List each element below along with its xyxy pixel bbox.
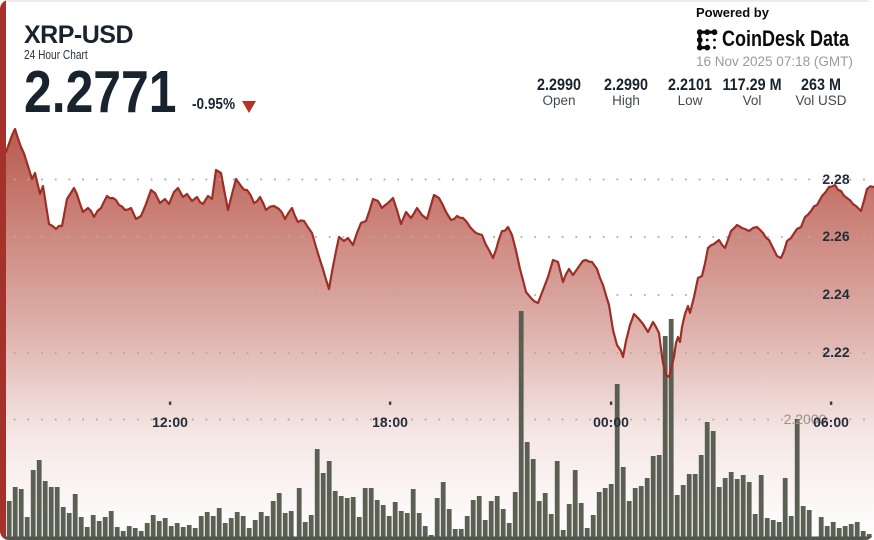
- svg-text:2.22: 2.22: [822, 344, 849, 360]
- svg-text:2.26: 2.26: [822, 228, 849, 244]
- svg-text:2.2000: 2.2000: [784, 411, 827, 427]
- svg-text:2.28: 2.28: [822, 171, 849, 187]
- svg-text:06:00: 06:00: [813, 414, 849, 430]
- svg-text:2.24: 2.24: [822, 286, 849, 302]
- svg-text:12:00: 12:00: [152, 414, 188, 430]
- svg-text:00:00: 00:00: [593, 414, 629, 430]
- svg-text:18:00: 18:00: [372, 414, 408, 430]
